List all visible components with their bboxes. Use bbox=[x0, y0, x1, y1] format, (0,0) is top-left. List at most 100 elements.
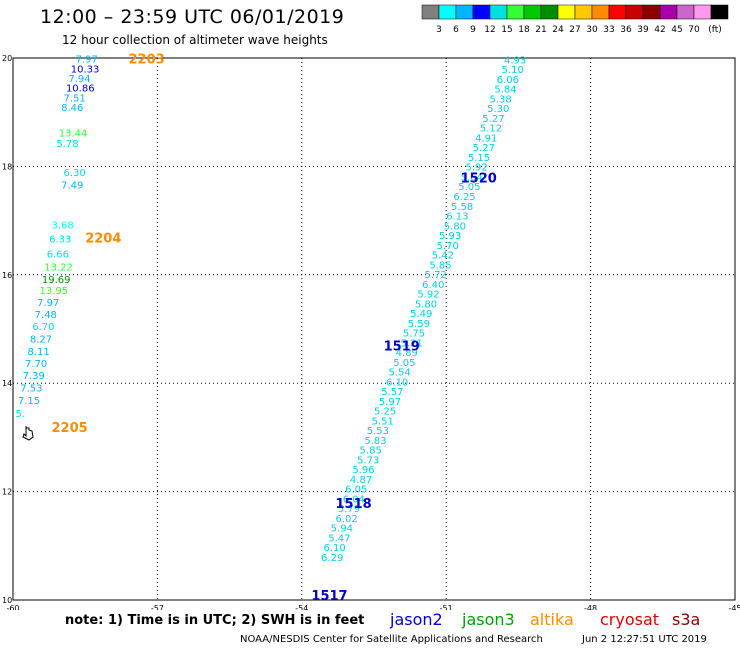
wave-height-label: 13.22 bbox=[44, 262, 73, 273]
footer-timestamp: Jun 2 12:27:51 UTC 2019 bbox=[582, 634, 707, 645]
wave-height-label: 6.33 bbox=[49, 234, 71, 245]
colorbar-tick-label: 27 bbox=[569, 25, 580, 35]
lon-tick-label: -57 bbox=[151, 604, 164, 610]
cursor-icon bbox=[22, 426, 34, 441]
wave-height-label: 7.53 bbox=[20, 383, 42, 394]
wave-height-label: 7.15 bbox=[18, 396, 40, 407]
wave-height-label: 5.83 bbox=[364, 436, 386, 447]
lat-tick-label: 10 bbox=[2, 596, 12, 605]
wave-height-label: 5.85 bbox=[360, 446, 382, 457]
wave-height-label: 5.59 bbox=[408, 319, 430, 330]
pass-number-label: 1519 bbox=[384, 340, 420, 355]
colorbar-tick-label: 6 bbox=[453, 25, 459, 35]
wave-height-label: 8.27 bbox=[30, 335, 52, 346]
map-title: 12:00 – 23:59 UTC 06/01/2019 bbox=[40, 6, 345, 28]
colorbar-tick-label: 36 bbox=[620, 25, 632, 35]
map-frame bbox=[12, 57, 736, 601]
wave-height-label: 5.21 bbox=[400, 338, 422, 349]
wave-height-label: 7.70 bbox=[25, 359, 47, 370]
wave-height-label: 6.70 bbox=[32, 322, 54, 333]
wave-height-label: 4.87 bbox=[350, 475, 372, 486]
wave-height-label: 5.42 bbox=[432, 251, 454, 262]
wave-height-label: 6.40 bbox=[422, 280, 444, 291]
colorbar-tick-label: 21 bbox=[535, 25, 546, 35]
wave-height-label: 8.11 bbox=[27, 347, 49, 358]
wave-height-label: 5.93 bbox=[439, 231, 461, 242]
wave-height-label: 3.68 bbox=[52, 221, 74, 232]
colorbar-tick-label: 33 bbox=[603, 25, 614, 35]
wave-height-label: 5.72 bbox=[425, 270, 447, 281]
lon-tick-label: -48 bbox=[584, 604, 597, 610]
wave-height-label: 5.05 bbox=[393, 358, 415, 369]
pass-number-label: 2205 bbox=[52, 421, 88, 436]
wave-height-label: 5.12 bbox=[480, 124, 502, 135]
wave-height-label: 5.94 bbox=[331, 524, 353, 535]
lat-tick-label: 18 bbox=[2, 162, 12, 171]
wave-height-label: 5.53 bbox=[367, 426, 389, 437]
wave-height-label: 7.49 bbox=[61, 181, 83, 192]
wave-height-label: 4.91 bbox=[475, 133, 497, 144]
wave-height-label: 6.04 bbox=[343, 494, 365, 505]
colorbar-unit: (ft) bbox=[708, 25, 722, 35]
wave-height-label: 5.64 bbox=[461, 172, 483, 183]
wave-height-label: 6.10 bbox=[386, 377, 408, 388]
wave-height-label: 7.39 bbox=[23, 371, 45, 382]
wave-height-label: 7.48 bbox=[35, 310, 57, 321]
legend-altika: altika bbox=[530, 610, 574, 629]
wave-height-label: 5.96 bbox=[352, 465, 374, 476]
wave-height-label: 6.06 bbox=[497, 75, 519, 86]
colorbar-tick-label: 45 bbox=[671, 25, 682, 35]
lon-tick-label: -54 bbox=[295, 604, 308, 610]
lon-tick-label: -60 bbox=[6, 604, 19, 610]
wave-height-label: 5.30 bbox=[487, 104, 509, 115]
wave-height-label: 5.79 bbox=[338, 504, 360, 515]
wave-height-label: 7.94 bbox=[68, 74, 90, 85]
wave-height-label: 5.05 bbox=[458, 182, 480, 193]
lon-tick-label: -45 bbox=[728, 604, 740, 610]
colorbar-tick-label: 24 bbox=[552, 25, 564, 35]
wave-height-label: 5.80 bbox=[444, 221, 466, 232]
wave-height-label: 5.58 bbox=[451, 202, 473, 213]
wave-height-label: 7.97 bbox=[37, 298, 59, 309]
legend-jason2: jason2 bbox=[390, 610, 443, 629]
wave-height-label: 4.89 bbox=[396, 348, 418, 359]
wave-height-label: 6.30 bbox=[64, 168, 86, 179]
wave-height-label: 5.97 bbox=[379, 397, 401, 408]
colorbar-tick-label: 30 bbox=[586, 25, 598, 35]
wave-height-label: 7.51 bbox=[64, 93, 86, 104]
pass-number-label: 2204 bbox=[85, 231, 121, 246]
wave-height-label: 6.29 bbox=[321, 553, 343, 564]
wave-height-label: 5. bbox=[15, 409, 25, 420]
wave-height-label: 4.93 bbox=[504, 55, 526, 66]
legend-jason3: jason3 bbox=[462, 610, 515, 629]
wave-height-map: -60 -57 -54 -51 -48 -452018161412107.9710.337… bbox=[2, 52, 740, 610]
colorbar-tick-label: 39 bbox=[637, 25, 649, 35]
wave-height-label: 5.85 bbox=[429, 260, 451, 271]
wave-height-label: 5.75 bbox=[403, 329, 425, 340]
footer-credit: NOAA/NESDIS Center for Satellite Applica… bbox=[240, 634, 543, 645]
map-subtitle: 12 hour collection of altimeter wave hei… bbox=[62, 33, 328, 47]
wave-height-label: 5.15 bbox=[468, 153, 490, 164]
pass-number-label: 1518 bbox=[335, 497, 371, 512]
colorbar-tick-label: 3 bbox=[436, 25, 442, 35]
wave-height-label: 13.44 bbox=[59, 129, 88, 140]
wave-height-label: 5.73 bbox=[357, 455, 379, 466]
colorbar-tick-label: 12 bbox=[484, 25, 495, 35]
wave-height-label: 5.80 bbox=[415, 299, 437, 310]
lat-tick-label: 20 bbox=[2, 54, 12, 63]
pass-number-label: 2203 bbox=[129, 52, 165, 67]
legend-cryosat: cryosat bbox=[600, 610, 660, 629]
wave-height-label: 5.54 bbox=[388, 368, 410, 379]
colorbar-tick-label: 18 bbox=[518, 25, 530, 35]
note-text: note: 1) Time is in UTC; 2) SWH is in fe… bbox=[65, 613, 365, 628]
wave-height-label: 5.78 bbox=[56, 139, 78, 150]
wave-height-label: 6.66 bbox=[47, 249, 69, 260]
colorbar-tick-label: 15 bbox=[501, 25, 512, 35]
wave-height-label: 10.33 bbox=[71, 65, 100, 76]
lat-tick-label: 12 bbox=[2, 488, 12, 497]
wave-height-label: 6.13 bbox=[446, 212, 468, 223]
lat-tick-label: 14 bbox=[2, 379, 12, 388]
colorbar-tick-label: 9 bbox=[470, 25, 476, 35]
lat-tick-label: 16 bbox=[2, 271, 12, 280]
wave-height-label: 6.05 bbox=[345, 485, 367, 496]
